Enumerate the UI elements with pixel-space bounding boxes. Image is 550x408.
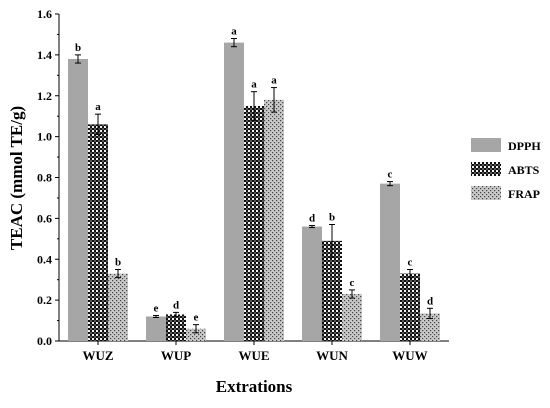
legend-swatch-dpph xyxy=(471,138,501,152)
legend-swatch-frap xyxy=(471,186,501,200)
y-tick-label: 1.2 xyxy=(37,89,52,103)
x-category-label: WUW xyxy=(392,348,427,363)
legend-label-dpph: DPPH xyxy=(508,139,541,153)
significance-label: d xyxy=(309,213,315,225)
legend-label-frap: FRAP xyxy=(508,187,540,201)
y-tick-label: 0.8 xyxy=(37,171,52,185)
significance-label: a xyxy=(95,101,101,113)
significance-label: a xyxy=(251,79,257,91)
legend-label-abts: ABTS xyxy=(508,163,540,177)
y-tick-label: 1.6 xyxy=(37,7,52,21)
bar-dpph xyxy=(146,316,166,341)
bar-frap xyxy=(108,273,128,341)
y-tick-label: 0.4 xyxy=(37,252,52,266)
bar-dpph xyxy=(302,226,322,341)
bar-series-group: b a b e d e a a a d b c c c d xyxy=(68,26,440,342)
y-tick-label: 0.0 xyxy=(37,334,52,348)
x-axis-title: Extrations xyxy=(216,377,293,396)
significance-label: d xyxy=(427,295,433,307)
bar-dpph xyxy=(380,183,400,341)
x-category-label: WUP xyxy=(161,348,191,363)
significance-label: a xyxy=(231,26,237,38)
significance-label: b xyxy=(115,256,121,268)
bar-abts xyxy=(166,314,186,341)
significance-label: c xyxy=(350,277,355,289)
y-tick-label: 0.2 xyxy=(37,293,52,307)
significance-label: b xyxy=(75,42,81,54)
y-tick-label: 1.0 xyxy=(37,130,52,144)
bar-frap xyxy=(264,99,284,342)
bar-dpph xyxy=(224,42,244,342)
significance-label: c xyxy=(408,256,413,268)
x-category-label: WUN xyxy=(316,348,348,363)
bar-frap xyxy=(186,328,206,341)
significance-label: c xyxy=(388,169,393,181)
bar-dpph xyxy=(68,58,88,342)
bar-abts xyxy=(244,105,264,341)
significance-label: a xyxy=(271,75,277,87)
y-axis-title: TEAC (mmol TE/g) xyxy=(7,106,26,250)
bar-frap xyxy=(342,293,362,341)
significance-label: e xyxy=(194,312,199,324)
significance-label: d xyxy=(173,299,179,311)
significance-label: e xyxy=(154,302,159,314)
significance-label: b xyxy=(329,212,335,224)
bar-abts xyxy=(322,240,342,341)
legend-swatch-abts xyxy=(471,162,501,176)
x-category-label: WUE xyxy=(238,348,269,363)
y-tick-label: 1.4 xyxy=(37,48,52,62)
bar-frap xyxy=(420,313,440,341)
y-axis-ticks: 0.0 0.2 0.4 0.6 0.8 1.0 1.2 1.4 1.6 xyxy=(37,7,59,348)
legend: DPPH ABTS FRAP xyxy=(471,138,541,201)
x-axis-categories: WUZ WUP WUE WUN WUW xyxy=(82,341,428,363)
bar-abts xyxy=(88,124,108,341)
x-category-label: WUZ xyxy=(82,348,113,363)
bar-abts xyxy=(400,273,420,341)
y-tick-label: 0.6 xyxy=(37,211,52,225)
